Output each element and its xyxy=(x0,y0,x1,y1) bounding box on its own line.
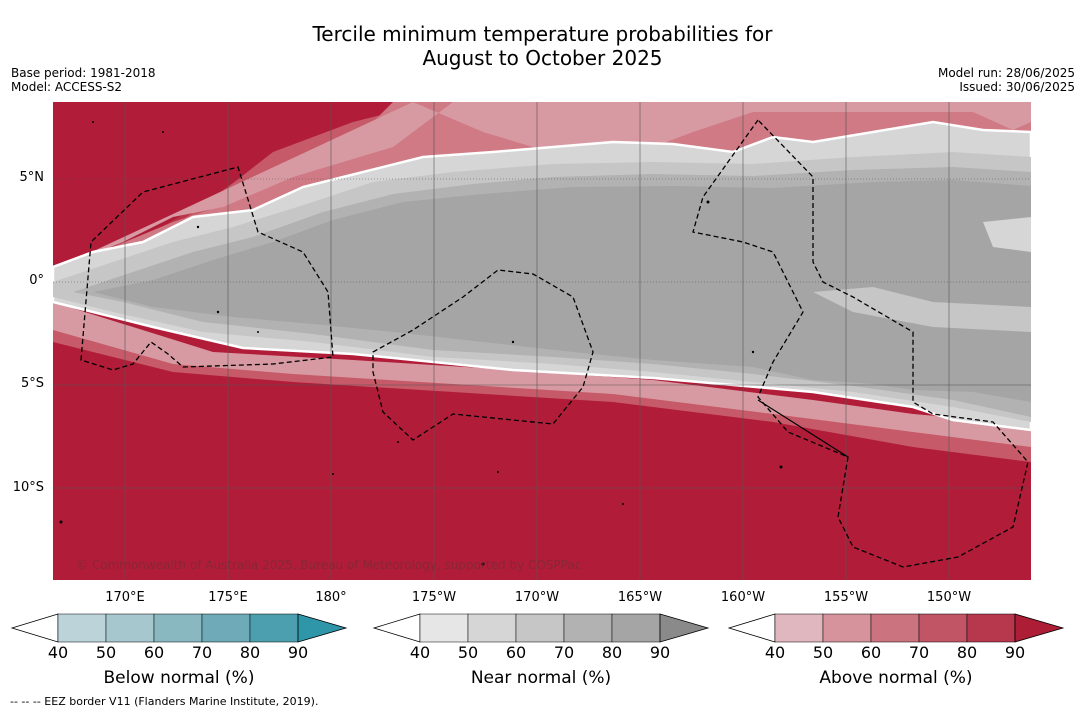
colorbar-tick-label: 90 xyxy=(1004,643,1026,662)
colorbar-tick-label: 60 xyxy=(505,643,527,662)
map-title-line1: Tercile minimum temperature probabilitie… xyxy=(312,22,773,46)
lon-label-165w: 165°W xyxy=(617,590,663,605)
eez-border-kiribati-gilbert xyxy=(80,166,334,371)
colorbar-segment xyxy=(153,613,203,643)
lon-label-150w: 150°W xyxy=(926,590,972,605)
colorbar-tick-label: 70 xyxy=(908,643,930,662)
probability-map xyxy=(53,102,1031,580)
model-text: Model: ACCESS-S2 xyxy=(11,80,123,94)
eez-border-line-islands xyxy=(692,118,1029,568)
colorbar-tick-label: 80 xyxy=(239,643,261,662)
colorbar-left-extension xyxy=(727,613,776,643)
colorbar-segment xyxy=(467,613,517,643)
colorbar-segment xyxy=(515,613,565,643)
colorbar-tick-label: 80 xyxy=(956,643,978,662)
colorbar-segment xyxy=(966,613,1016,643)
colorbar-tick-label: 40 xyxy=(764,643,786,662)
lat-label-5s: 5°S xyxy=(20,376,44,391)
colorbar-tick-label: 60 xyxy=(143,643,165,662)
near-normal-colorbar xyxy=(372,613,710,643)
colorbar-tick-label: 80 xyxy=(601,643,623,662)
colorbar-tick-label: 90 xyxy=(287,643,309,662)
gridlines xyxy=(53,102,1031,580)
boundary-line xyxy=(757,399,849,458)
above-normal-colorbar xyxy=(727,613,1065,643)
lon-label-170e: 170°E xyxy=(105,590,145,605)
colorbar-segment xyxy=(419,613,469,643)
lon-label-170w: 170°W xyxy=(514,590,560,605)
colorbar-segment xyxy=(774,613,824,643)
colorbar-tick-label: 70 xyxy=(553,643,575,662)
colorbar-right-extension xyxy=(1014,613,1065,643)
lat-label-5n: 5°N xyxy=(19,170,45,185)
below-normal-label: Below normal (%) xyxy=(103,668,255,688)
colorbar-segment xyxy=(249,613,299,643)
colorbar-tick-label: 50 xyxy=(812,643,834,662)
lon-label-175e: 175°E xyxy=(208,590,248,605)
colorbar-segment xyxy=(611,613,661,643)
colorbar-tick-label: 40 xyxy=(409,643,431,662)
colorbar-tick-label: 90 xyxy=(649,643,671,662)
eez-borders xyxy=(80,118,1029,568)
colorbar-left-extension xyxy=(10,613,59,643)
colorbar-right-extension xyxy=(659,613,710,643)
colorbar-segment xyxy=(870,613,920,643)
map-title-line2: August to October 2025 xyxy=(422,46,663,70)
eez-border-tuvalu xyxy=(372,269,594,441)
near-normal-light-patch-2 xyxy=(813,287,1031,332)
near-normal-label: Near normal (%) xyxy=(470,668,612,688)
south-band-50 xyxy=(53,302,1031,447)
colorbar-tick-label: 50 xyxy=(95,643,117,662)
lat-label-0: 0° xyxy=(29,273,44,288)
colorbar-tick-label: 60 xyxy=(860,643,882,662)
near-normal-light-patch xyxy=(983,217,1031,252)
base-period-text: Base period: 1981-2018 xyxy=(11,66,156,80)
lon-label-155w: 155°W xyxy=(823,590,869,605)
above-normal-label: Above normal (%) xyxy=(819,668,973,688)
lon-label-180: 180° xyxy=(315,590,347,605)
colorbar-segment xyxy=(201,613,251,643)
colorbar-segment xyxy=(57,613,107,643)
eez-footnote: -- -- -- EEZ border V11 (Flanders Marine… xyxy=(10,695,319,708)
colorbar-left-extension xyxy=(372,613,421,643)
colorbar-segment xyxy=(105,613,155,643)
colorbar-tick-label: 40 xyxy=(47,643,69,662)
lon-label-160w: 160°W xyxy=(720,590,766,605)
issued-text: Issued: 30/06/2025 xyxy=(959,80,1075,94)
islands xyxy=(59,121,783,566)
below-normal-colorbar xyxy=(10,613,348,643)
north-band-50 xyxy=(53,102,1031,270)
colorbar-segment xyxy=(918,613,968,643)
model-run-text: Model run: 28/06/2025 xyxy=(937,66,1075,80)
colorbar-right-extension xyxy=(297,613,348,643)
colorbar-segment xyxy=(822,613,872,643)
colorbar-segment xyxy=(563,613,613,643)
colorbar-tick-label: 70 xyxy=(191,643,213,662)
copyright-text: © Commonwealth of Australia 2025, Bureau… xyxy=(76,558,582,572)
lon-label-175w: 175°W xyxy=(411,590,457,605)
lat-label-10s: 10°S xyxy=(12,480,44,495)
colorbar-tick-label: 50 xyxy=(457,643,479,662)
